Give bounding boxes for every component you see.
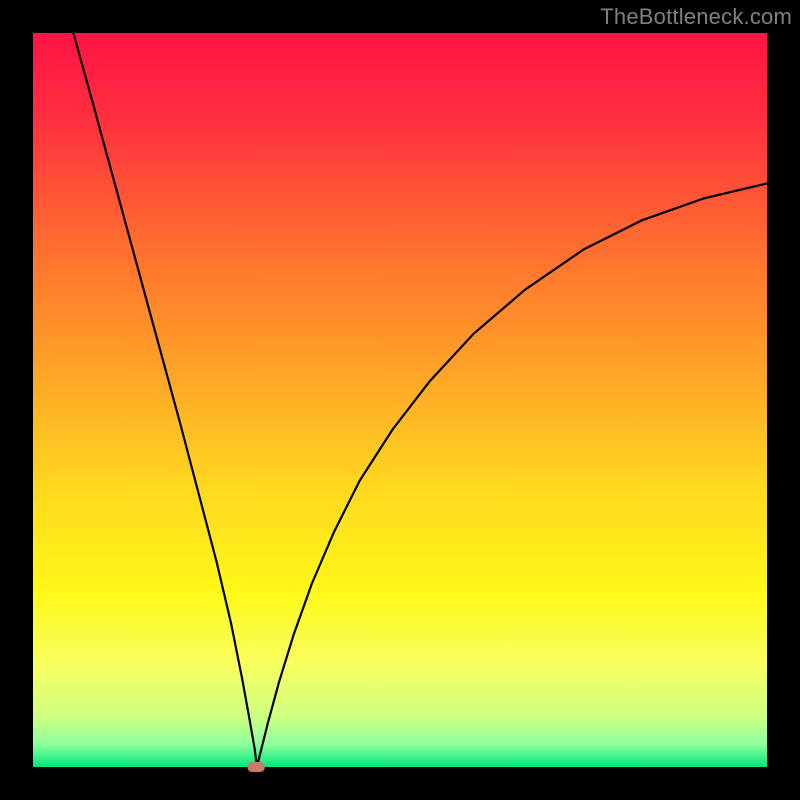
bottleneck-chart: TheBottleneck.com [0,0,800,800]
plot-background [33,33,767,767]
minimum-marker [247,762,265,772]
chart-svg [0,0,800,800]
watermark-text: TheBottleneck.com [600,4,792,30]
